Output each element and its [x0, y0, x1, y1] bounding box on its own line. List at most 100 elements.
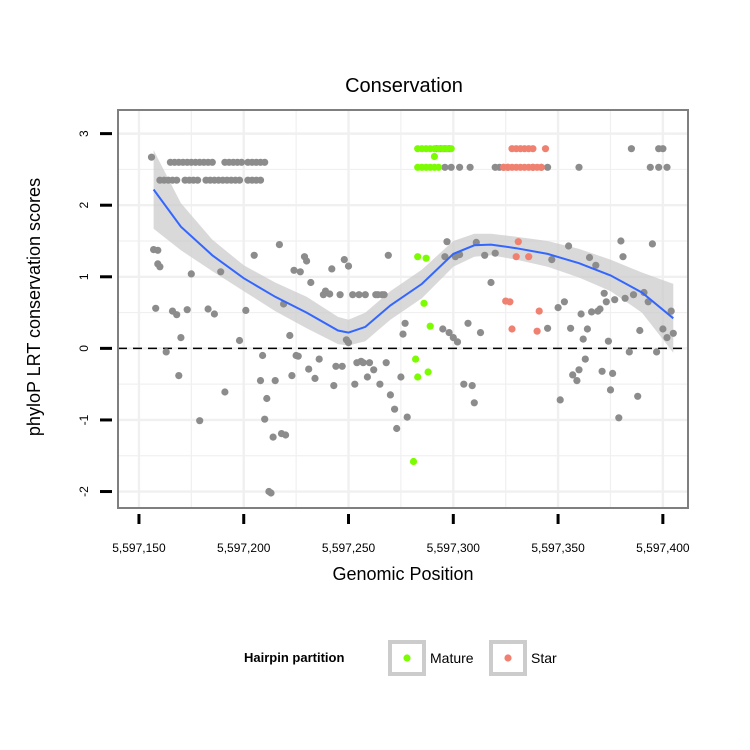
smooth-trend-line	[152, 188, 674, 334]
point-background	[386, 391, 394, 399]
point-mature	[424, 368, 432, 376]
point-background	[391, 405, 399, 413]
point-background	[311, 374, 319, 382]
point-background	[330, 382, 338, 390]
point-background	[271, 377, 279, 385]
point-background	[217, 268, 225, 276]
point-background	[397, 373, 405, 381]
y-tick-label: -2	[77, 486, 91, 497]
y-tick-label: 2	[77, 202, 91, 209]
legend-swatch-mature	[403, 654, 411, 662]
point-background	[600, 289, 608, 297]
legend-label-star: Star	[531, 650, 557, 666]
point-background	[238, 158, 246, 166]
point-star	[506, 298, 514, 306]
point-background	[359, 359, 367, 367]
y-tick-label: 1	[77, 273, 91, 280]
point-background	[152, 304, 160, 312]
point-mature	[430, 152, 438, 161]
point-background	[445, 329, 453, 337]
point-background	[443, 238, 451, 246]
point-background	[267, 489, 275, 497]
point-background	[615, 414, 623, 422]
point-background	[640, 288, 648, 297]
point-background	[441, 253, 449, 261]
point-background	[286, 331, 294, 340]
point-background	[487, 278, 495, 287]
point-background	[269, 433, 277, 441]
y-tick-label: 0	[77, 345, 91, 352]
point-background	[625, 348, 633, 356]
point-background	[636, 326, 644, 335]
point-background	[617, 237, 625, 245]
point-background	[544, 163, 552, 171]
point-background	[162, 348, 170, 356]
point-background	[288, 372, 296, 380]
point-background	[606, 386, 615, 394]
x-tick-label: 5,597,200	[217, 541, 271, 555]
point-background	[235, 176, 244, 184]
point-background	[173, 176, 181, 184]
plot-panel	[117, 109, 689, 509]
point-background	[476, 329, 485, 337]
point-background	[296, 268, 304, 276]
point-background	[583, 325, 592, 333]
point-background	[208, 158, 216, 166]
point-background	[363, 373, 371, 381]
point-background	[250, 251, 258, 259]
point-background	[401, 319, 409, 327]
point-mature	[420, 299, 428, 307]
point-background	[627, 145, 636, 153]
y-tick-label: 3	[77, 130, 91, 137]
point-background	[303, 257, 311, 265]
point-background	[173, 311, 181, 319]
point-background	[332, 362, 340, 370]
point-background	[204, 305, 212, 313]
point-background	[653, 348, 661, 356]
point-background	[194, 176, 202, 184]
point-background	[655, 163, 663, 171]
point-background	[581, 355, 589, 363]
point-background	[602, 298, 610, 306]
point-star	[537, 163, 545, 171]
point-background	[585, 253, 594, 262]
point-background	[177, 334, 185, 342]
point-background	[663, 163, 671, 171]
point-background	[468, 382, 476, 390]
point-background	[667, 307, 675, 315]
point-background	[187, 270, 195, 278]
point-background	[460, 380, 468, 388]
point-background	[470, 399, 478, 407]
x-axis: 5,597,150 5,597,200 5,597,250 5,597,300 5,59…	[112, 514, 690, 555]
legend-item-star: Star	[489, 640, 557, 676]
point-background	[565, 242, 573, 250]
point-background	[579, 335, 587, 343]
point-background	[259, 351, 267, 360]
point-background	[439, 325, 447, 333]
point-background	[592, 261, 600, 269]
point-background	[263, 394, 271, 403]
point-background	[560, 298, 569, 306]
point-background	[659, 325, 667, 333]
x-tick-label: 5,597,300	[427, 541, 481, 555]
point-background	[393, 424, 401, 433]
point-background	[453, 338, 462, 346]
point-background	[147, 153, 156, 161]
point-star	[514, 238, 522, 246]
point-mature	[409, 457, 418, 466]
point-background	[156, 263, 164, 271]
point-background	[399, 330, 407, 338]
point-background	[466, 163, 474, 171]
point-background	[648, 240, 657, 248]
point-background	[326, 290, 334, 298]
point-background	[544, 324, 552, 332]
point-background	[340, 256, 348, 264]
x-tick-label: 5,597,400	[636, 541, 690, 555]
legend-swatch-star	[504, 654, 512, 662]
point-background	[548, 256, 556, 264]
point-background	[619, 253, 627, 261]
point-background	[596, 305, 604, 313]
point-background	[305, 365, 313, 373]
legend-item-mature: Mature	[388, 640, 474, 676]
